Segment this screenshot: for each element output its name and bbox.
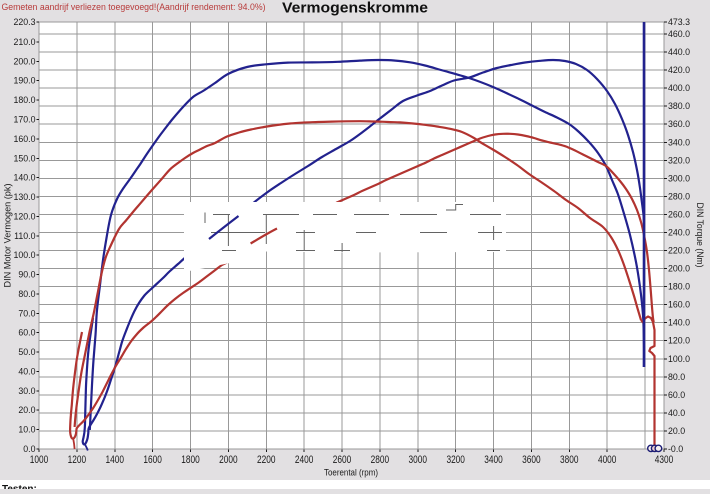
svg-text:190.0: 190.0 [13, 76, 35, 86]
svg-text:3800: 3800 [560, 454, 579, 466]
svg-text:1400: 1400 [106, 454, 125, 466]
svg-text:3000: 3000 [409, 454, 428, 466]
svg-text:2600: 2600 [333, 454, 352, 466]
svg-text:70.0: 70.0 [18, 308, 35, 318]
svg-text:2200: 2200 [257, 454, 276, 466]
svg-text:Vermogenskromme: Vermogenskromme [282, 1, 428, 17]
svg-text:210.0: 210.0 [13, 37, 35, 47]
svg-text:3600: 3600 [522, 454, 541, 466]
svg-text:1200: 1200 [68, 454, 87, 466]
svg-text:2400: 2400 [295, 454, 314, 466]
svg-text:10.0: 10.0 [18, 425, 35, 435]
svg-text:460.0: 460.0 [668, 29, 690, 39]
svg-text:DIN Torque (Nm): DIN Torque (Nm) [695, 203, 705, 268]
svg-text:40.0: 40.0 [668, 408, 685, 418]
svg-text:180.0: 180.0 [668, 282, 690, 292]
svg-text:110.0: 110.0 [14, 231, 35, 241]
svg-text:320.0: 320.0 [668, 155, 690, 165]
svg-text:240.0: 240.0 [668, 228, 690, 238]
svg-text:3200: 3200 [446, 454, 465, 466]
svg-text:100.0: 100.0 [668, 354, 690, 364]
svg-text:0.0: 0.0 [23, 444, 35, 454]
svg-text:220.3: 220.3 [13, 17, 35, 27]
svg-text:90.0: 90.0 [18, 270, 35, 280]
svg-text:Gemeten aandrijf verliezen toe: Gemeten aandrijf verliezen toegevoegd!(A… [2, 2, 266, 13]
svg-text:Toerental (rpm): Toerental (rpm) [324, 468, 378, 479]
svg-text:120.0: 120.0 [13, 211, 35, 221]
svg-text:473.3: 473.3 [668, 17, 690, 27]
svg-text:30.0: 30.0 [18, 386, 35, 396]
svg-text:4300: 4300 [655, 454, 674, 466]
svg-text:130.0: 130.0 [13, 192, 35, 202]
svg-text:380.0: 380.0 [668, 101, 690, 111]
svg-text:1800: 1800 [181, 454, 200, 466]
svg-text:120.0: 120.0 [668, 336, 690, 346]
svg-text:2800: 2800 [371, 454, 390, 466]
svg-text:4000: 4000 [598, 454, 617, 466]
svg-text:400.0: 400.0 [668, 83, 690, 93]
svg-text:200.0: 200.0 [668, 264, 690, 274]
svg-text:220.0: 220.0 [668, 246, 690, 256]
svg-text:3400: 3400 [484, 454, 503, 466]
svg-text:160.0: 160.0 [13, 134, 35, 144]
svg-text:1000: 1000 [30, 454, 49, 466]
svg-text:20.0: 20.0 [18, 405, 35, 415]
svg-text:80.0: 80.0 [18, 289, 35, 299]
svg-text:100.0: 100.0 [13, 250, 35, 260]
svg-text:420.0: 420.0 [668, 65, 690, 75]
svg-text:140.0: 140.0 [13, 173, 35, 183]
svg-text:180.0: 180.0 [13, 95, 35, 105]
svg-text:Testen:: Testen: [2, 484, 37, 489]
svg-text:280.0: 280.0 [668, 191, 690, 201]
svg-text:140.0: 140.0 [668, 318, 690, 328]
svg-text:DIN Motor Vermogen (pk): DIN Motor Vermogen (pk) [3, 184, 13, 288]
svg-text:50.0: 50.0 [18, 347, 35, 357]
svg-text:170.0: 170.0 [13, 115, 35, 125]
svg-text:20.0: 20.0 [668, 426, 685, 436]
svg-text:160.0: 160.0 [668, 300, 690, 310]
svg-text:300.0: 300.0 [668, 173, 690, 183]
svg-text:2000: 2000 [219, 454, 238, 466]
svg-text:360.0: 360.0 [668, 119, 690, 129]
svg-text:150.0: 150.0 [13, 153, 35, 163]
svg-text:200.0: 200.0 [13, 56, 35, 66]
svg-text:440.0: 440.0 [668, 47, 690, 57]
svg-text:260.0: 260.0 [668, 209, 690, 219]
svg-text:80.0: 80.0 [668, 372, 685, 382]
svg-text:60.0: 60.0 [18, 328, 35, 338]
svg-text:-0.0: -0.0 [668, 444, 683, 454]
svg-text:60.0: 60.0 [668, 390, 685, 400]
svg-text:340.0: 340.0 [668, 137, 690, 147]
svg-text:1600: 1600 [143, 454, 162, 466]
svg-text:40.0: 40.0 [18, 367, 35, 377]
